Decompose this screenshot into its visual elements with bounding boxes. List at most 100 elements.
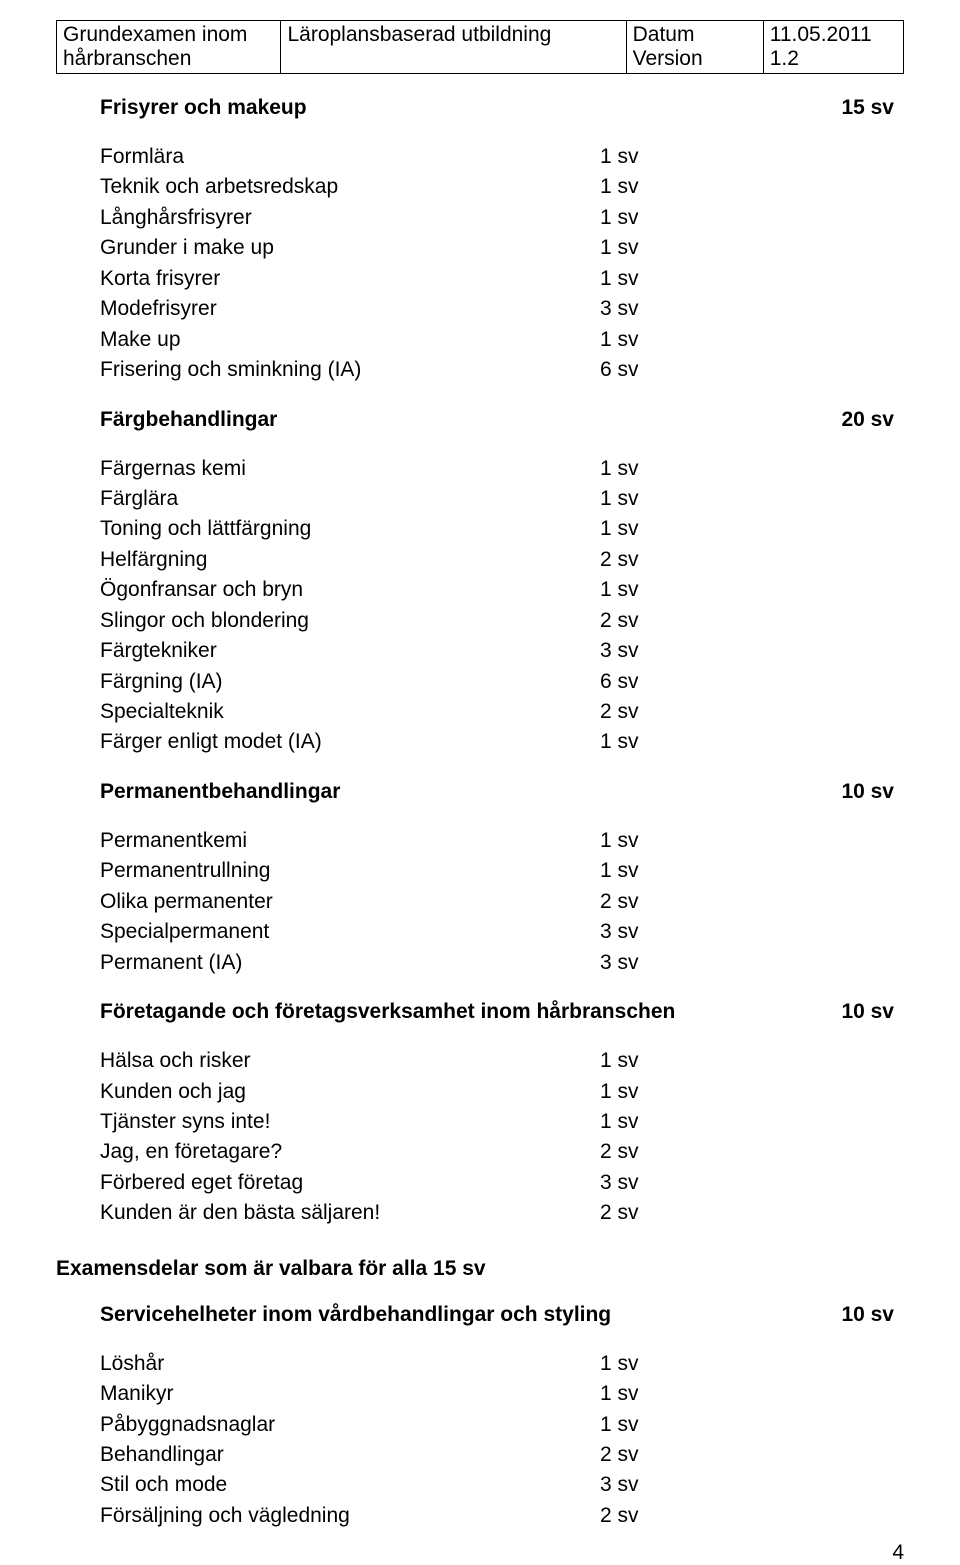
item-value: 1 sv <box>600 1107 639 1137</box>
item-label: Färger enligt modet (IA) <box>100 727 600 757</box>
list-item: Försäljning och vägledning2 sv <box>100 1501 900 1531</box>
item-value: 1 sv <box>600 172 639 202</box>
item-label: Förbered eget företag <box>100 1168 600 1198</box>
section-title: Servicehelheter inom vårdbehandlingar oc… <box>100 1303 611 1327</box>
item-label: Grunder i make up <box>100 233 600 263</box>
list-item: Toning och lättfärgning1 sv <box>100 514 900 544</box>
item-value: 3 sv <box>600 636 639 666</box>
item-label: Stil och mode <box>100 1470 600 1500</box>
item-value: 6 sv <box>600 667 639 697</box>
item-value: 2 sv <box>600 1440 639 1470</box>
item-label: Frisering och sminkning (IA) <box>100 355 600 385</box>
item-label: Permanent (IA) <box>100 948 600 978</box>
item-label: Behandlingar <box>100 1440 600 1470</box>
section-value: 10 sv <box>841 1000 900 1024</box>
item-label: Påbyggnadsnaglar <box>100 1410 600 1440</box>
mid-heading: Examensdelar som är valbara för alla 15 … <box>56 1257 900 1281</box>
list-item: Olika permanenter2 sv <box>100 887 900 917</box>
header-table: Grundexamen inom hårbranschen Läroplansb… <box>56 20 904 74</box>
item-label: Specialteknik <box>100 697 600 727</box>
item-label: Manikyr <box>100 1379 600 1409</box>
item-value: 1 sv <box>600 454 639 484</box>
item-label: Specialpermanent <box>100 917 600 947</box>
header-cell-2: Läroplansbaserad utbildning <box>281 21 626 74</box>
section-title: Färgbehandlingar <box>100 408 277 432</box>
item-value: 2 sv <box>600 887 639 917</box>
section-header: Frisyrer och makeup15 sv <box>100 96 900 120</box>
list-item: Kunden och jag1 sv <box>100 1077 900 1107</box>
item-value: 1 sv <box>600 1046 639 1076</box>
item-value: 3 sv <box>600 1168 639 1198</box>
header-col4-line1: 11.05.2011 <box>770 23 872 46</box>
list-item: Ögonfransar och bryn1 sv <box>100 575 900 605</box>
section-header: Företagande och företagsverksamhet inom … <box>100 1000 900 1024</box>
page-number: 4 <box>0 1541 904 1565</box>
section-header: Färgbehandlingar20 sv <box>100 408 900 432</box>
item-label: Kunden och jag <box>100 1077 600 1107</box>
list-item: Långhårsfrisyrer1 sv <box>100 203 900 233</box>
list-item: Specialteknik2 sv <box>100 697 900 727</box>
item-value: 2 sv <box>600 545 639 575</box>
item-label: Långhårsfrisyrer <box>100 203 600 233</box>
list-item: Frisering och sminkning (IA)6 sv <box>100 355 900 385</box>
item-value: 1 sv <box>600 264 639 294</box>
list-item: Specialpermanent3 sv <box>100 917 900 947</box>
item-value: 1 sv <box>600 1410 639 1440</box>
item-label: Korta frisyrer <box>100 264 600 294</box>
item-label: Ögonfransar och bryn <box>100 575 600 605</box>
list-item: Formlära1 sv <box>100 142 900 172</box>
list-item: Löshår1 sv <box>100 1349 900 1379</box>
list-item: Modefrisyrer3 sv <box>100 294 900 324</box>
item-label: Hälsa och risker <box>100 1046 600 1076</box>
item-label: Helfärgning <box>100 545 600 575</box>
section-value: 15 sv <box>841 96 900 120</box>
list-item: Permanentkemi1 sv <box>100 826 900 856</box>
item-value: 1 sv <box>600 856 639 886</box>
content: Frisyrer och makeup15 svFormlära1 svTekn… <box>100 96 900 1531</box>
item-label: Permanentkemi <box>100 826 600 856</box>
section-value: 10 sv <box>841 1303 900 1327</box>
item-value: 1 sv <box>600 514 639 544</box>
list-item: Permanentrullning1 sv <box>100 856 900 886</box>
section-title: Företagande och företagsverksamhet inom … <box>100 1000 675 1024</box>
item-label: Teknik och arbetsredskap <box>100 172 600 202</box>
list-item: Färglära1 sv <box>100 484 900 514</box>
list-item: Färgtekniker3 sv <box>100 636 900 666</box>
header-col3-line2: Version <box>633 47 703 70</box>
item-value: 2 sv <box>600 1501 639 1531</box>
item-value: 3 sv <box>600 917 639 947</box>
item-label: Färgtekniker <box>100 636 600 666</box>
item-value: 1 sv <box>600 203 639 233</box>
item-label: Tjänster syns inte! <box>100 1107 600 1137</box>
item-value: 1 sv <box>600 325 639 355</box>
header-col1-line2: hårbranschen <box>63 47 191 70</box>
item-label: Färgning (IA) <box>100 667 600 697</box>
item-label: Kunden är den bästa säljaren! <box>100 1198 600 1228</box>
list-item: Påbyggnadsnaglar1 sv <box>100 1410 900 1440</box>
item-value: 1 sv <box>600 1077 639 1107</box>
item-value: 3 sv <box>600 1470 639 1500</box>
item-label: Formlära <box>100 142 600 172</box>
item-value: 2 sv <box>600 1137 639 1167</box>
list-item: Behandlingar2 sv <box>100 1440 900 1470</box>
item-label: Toning och lättfärgning <box>100 514 600 544</box>
item-label: Slingor och blondering <box>100 606 600 636</box>
item-label: Färgernas kemi <box>100 454 600 484</box>
item-label: Modefrisyrer <box>100 294 600 324</box>
item-value: 1 sv <box>600 826 639 856</box>
header-cell-4a: 11.05.2011 1.2 <box>763 21 903 74</box>
list-item: Jag, en företagare?2 sv <box>100 1137 900 1167</box>
item-label: Olika permanenter <box>100 887 600 917</box>
header-col1-line1: Grundexamen inom <box>63 23 247 46</box>
list-item: Färgning (IA)6 sv <box>100 667 900 697</box>
item-value: 2 sv <box>600 697 639 727</box>
list-item: Make up1 sv <box>100 325 900 355</box>
item-label: Färglära <box>100 484 600 514</box>
item-value: 6 sv <box>600 355 639 385</box>
list-item: Slingor och blondering2 sv <box>100 606 900 636</box>
header-cell-3a: Datum Version <box>626 21 763 74</box>
list-item: Färger enligt modet (IA)1 sv <box>100 727 900 757</box>
list-item: Helfärgning2 sv <box>100 545 900 575</box>
item-label: Löshår <box>100 1349 600 1379</box>
item-value: 1 sv <box>600 233 639 263</box>
